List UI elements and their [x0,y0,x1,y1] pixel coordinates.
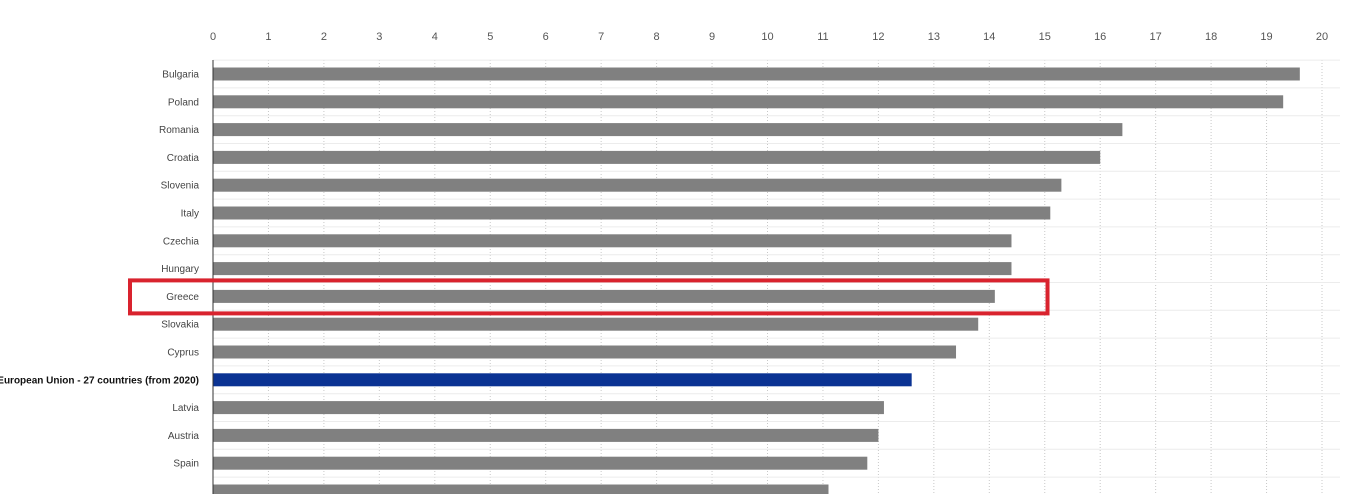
x-tick-label-9: 9 [709,31,715,43]
x-tick-label-12: 12 [872,31,884,43]
category-label-czechia: Czechia [163,236,200,247]
category-label-greece: Greece [166,292,199,303]
bar-greece[interactable] [213,289,995,303]
x-tick-label-16: 16 [1094,31,1106,43]
x-tick-label-0: 0 [210,31,216,43]
bar-poland[interactable] [213,95,1284,109]
category-label-bulgaria: Bulgaria [162,70,199,81]
x-tick-label-4: 4 [432,31,438,43]
x-tick-label-17: 17 [1150,31,1162,43]
bar-slovakia[interactable] [213,317,979,331]
x-tick-label-14: 14 [983,31,995,43]
bars [213,67,1300,494]
category-label-romania: Romania [159,125,199,136]
x-tick-label-11: 11 [817,31,828,43]
x-tick-label-3: 3 [376,31,382,43]
highlight-outline-box [128,278,1050,316]
bar-unlabeled-15[interactable] [213,484,829,494]
category-label-croatia: Croatia [167,153,200,164]
gridlines [213,59,1340,494]
bar-spain[interactable] [213,456,868,470]
x-tick-label-5: 5 [487,31,493,43]
category-label-hungary: Hungary [161,264,199,275]
category-labels: Bulgaria Poland Romania Croatia Slovenia Ital… [0,70,199,470]
bar-italy[interactable] [213,206,1051,220]
category-label-spain: Spain [173,459,199,470]
bar-czechia[interactable] [213,234,1012,248]
category-label-slovakia: Slovakia [161,320,199,331]
bar-croatia[interactable] [213,150,1101,164]
category-label-cyprus: Cyprus [167,348,199,359]
bar-austria[interactable] [213,428,879,442]
category-label-european-union-27-countries-from-2020: European Union - 27 countries (from 2020… [0,375,199,386]
bar-cyprus[interactable] [213,345,957,359]
bar-european-union-27-countries-from-2020[interactable] [213,373,912,387]
x-tick-label-19: 19 [1260,31,1272,43]
x-tick-label-10: 10 [761,31,773,43]
bar-latvia[interactable] [213,401,884,415]
x-tick-label-7: 7 [598,31,604,43]
x-tick-label-13: 13 [928,31,940,43]
x-tick-label-20: 20 [1316,31,1328,43]
annotations [128,278,1050,316]
category-label-austria: Austria [168,431,200,442]
x-tick-label-2: 2 [321,31,327,43]
category-label-poland: Poland [168,97,199,108]
x-tick-label-1: 1 [265,31,271,43]
bar-bulgaria[interactable] [213,67,1300,81]
x-axis-ticks: 0 1 2 3 4 5 6 7 8 9 10 11 12 13 14 15 16 17 18 19 20 [210,31,1328,43]
category-label-slovenia: Slovenia [161,181,200,192]
x-tick-label-18: 18 [1205,31,1217,43]
category-label-italy: Italy [181,209,199,220]
bar-slovenia[interactable] [213,178,1062,192]
x-tick-label-15: 15 [1039,31,1051,43]
category-label-latvia: Latvia [172,403,199,414]
bar-romania[interactable] [213,123,1123,137]
x-tick-label-8: 8 [654,31,660,43]
x-tick-label-6: 6 [543,31,549,43]
bar-hungary[interactable] [213,262,1012,276]
